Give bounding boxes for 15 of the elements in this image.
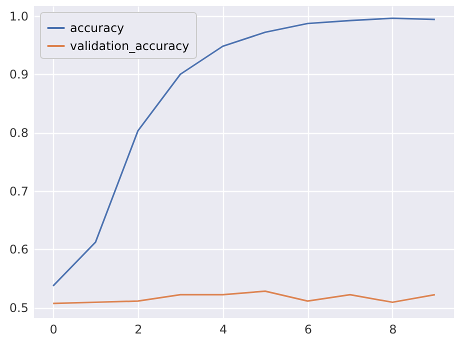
x-tick-label: 2 xyxy=(134,322,142,336)
x-tick-label: 4 xyxy=(219,322,228,336)
x-tick-label: 8 xyxy=(389,322,397,336)
y-tick-label: 0.8 xyxy=(9,126,28,140)
legend-label: accuracy xyxy=(70,21,124,35)
y-tick-label: 0.7 xyxy=(9,184,28,198)
y-tick-label: 0.9 xyxy=(9,68,28,82)
y-tick-label: 0.5 xyxy=(9,301,28,316)
line-series xyxy=(52,290,436,304)
legend-label: validation_accuracy xyxy=(70,39,190,53)
x-tick-label: 6 xyxy=(304,322,312,336)
line-series xyxy=(52,17,436,287)
y-tick-label: 0.6 xyxy=(9,242,28,257)
y-tick-label: 1.0 xyxy=(9,9,28,24)
x-tick-label: 0 xyxy=(50,322,58,336)
